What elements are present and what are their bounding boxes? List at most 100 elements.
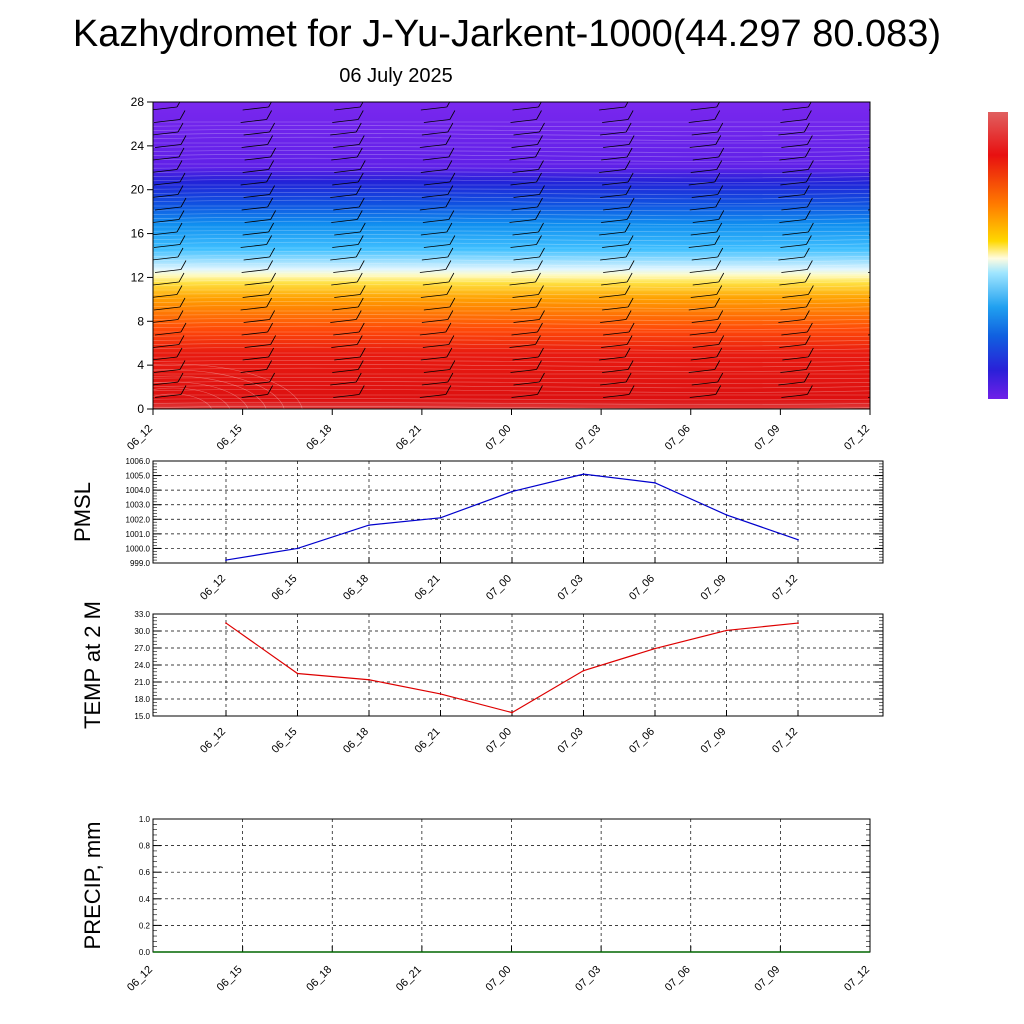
y-tick-label: 0.6 (139, 868, 151, 877)
x-tick-label: 06_12 (125, 964, 155, 994)
wind-barb-feather (715, 197, 722, 208)
wind-barb (689, 206, 716, 211)
wind-barb (690, 231, 717, 236)
wind-barb (600, 319, 627, 323)
contour-isoline (153, 272, 870, 275)
wind-barb (779, 219, 806, 223)
wind-barb-feather (624, 347, 631, 358)
wind-barb-feather (176, 222, 183, 233)
wind-barb (600, 131, 627, 136)
contour-isoline (153, 381, 870, 384)
data-point (725, 514, 728, 516)
wind-barb-feather (269, 247, 275, 258)
wind-barb-feather (358, 197, 365, 208)
wind-barb (778, 256, 805, 261)
wind-barb (153, 181, 181, 186)
contour-isoline (153, 293, 870, 296)
wind-barb (688, 181, 715, 186)
wind-barb-feather (536, 235, 542, 245)
wind-barb (244, 156, 271, 161)
wind-barb (423, 119, 450, 123)
wind-barb (153, 381, 179, 386)
wind-barb-feather (445, 260, 452, 270)
y-tick-label: 0.0 (139, 948, 151, 957)
wind-barb-feather (356, 335, 363, 345)
wind-barb-feather (895, 98, 900, 107)
contour-isoline (153, 241, 870, 246)
wind-barb-feather (894, 386, 899, 395)
wind-barb (242, 294, 269, 298)
wind-barb-feather (807, 135, 813, 145)
y-tick-label: 18.0 (134, 695, 150, 704)
wind-barb-feather (717, 122, 724, 133)
wind-barb (602, 181, 629, 186)
wind-barb (422, 281, 449, 286)
y-tick-label: 1006.0 (126, 457, 151, 466)
wind-barb (871, 282, 897, 285)
x-tick-label: 06_18 (341, 573, 371, 603)
wind-barb (154, 206, 182, 211)
wind-barb (871, 157, 897, 160)
wind-barb (153, 131, 179, 136)
wind-barb-feather (716, 222, 723, 233)
page-title: Kazhydromet for J-Yu-Jarkent-1000(44.297… (72, 13, 942, 55)
wind-barb (153, 156, 180, 161)
contour-x-tick-label: 06_18 (304, 423, 334, 453)
wind-barb (868, 296, 870, 298)
contour-isoline (153, 346, 870, 351)
wind-barb (241, 394, 268, 398)
wind-barb-feather (805, 335, 811, 345)
data-point (296, 672, 299, 675)
contour-isoline (153, 129, 870, 132)
wind-barb-feather (180, 135, 187, 145)
wind-barb-feather (716, 285, 723, 295)
contour-isoline (153, 234, 870, 237)
wind-barb-feather (266, 172, 272, 183)
wind-barb (240, 306, 267, 311)
wind-barb (602, 306, 629, 311)
wind-barb-feather (267, 385, 273, 395)
wind-barb (782, 106, 809, 111)
wind-barb (511, 144, 538, 148)
wind-barb (420, 231, 447, 236)
wind-barb (334, 169, 361, 173)
contour-isoline (153, 259, 870, 263)
wind-barb (423, 244, 450, 248)
contour-x-tick-label: 07_09 (752, 423, 782, 453)
wind-barb-feather (714, 360, 721, 370)
wind-barb (153, 219, 180, 223)
wind-barb-feather (445, 385, 452, 395)
wind-barb-feather (535, 335, 541, 345)
wind-barb-feather (896, 186, 901, 195)
y-tick-label: 30.0 (134, 627, 150, 636)
wind-barb (778, 381, 805, 386)
x-tick-label: 06_18 (341, 726, 371, 756)
wind-barb (240, 119, 267, 123)
y-tick-label: 27.0 (134, 644, 150, 653)
wind-barb (601, 219, 628, 223)
wind-barb-feather (625, 372, 632, 383)
wind-barb (509, 344, 536, 348)
contour-x-tick-label: 06_12 (125, 423, 155, 453)
wind-barb (782, 294, 809, 298)
x-tick-label: 07_09 (752, 964, 782, 994)
y-axis-label: TEMP at 2 M (80, 601, 105, 729)
contour-isoline (153, 283, 870, 288)
wind-barb (423, 369, 450, 373)
contour-isoline (153, 363, 303, 409)
wind-barb-feather (539, 122, 545, 133)
wind-barb (599, 106, 626, 111)
wind-barb-feather (178, 272, 185, 283)
wind-barb (780, 306, 807, 311)
wind-barb (512, 294, 539, 298)
wind-barb-feather (177, 372, 184, 383)
wind-barb (154, 394, 182, 398)
x-tick-label: 06_15 (270, 573, 300, 603)
contour-isoline (153, 322, 870, 326)
y-tick-label: 1003.0 (126, 501, 151, 510)
contour-isoline (153, 178, 870, 183)
wind-barb (420, 169, 447, 173)
wind-barb-feather (358, 135, 365, 145)
wind-barb-feather (806, 360, 812, 370)
wind-barb (601, 344, 628, 348)
